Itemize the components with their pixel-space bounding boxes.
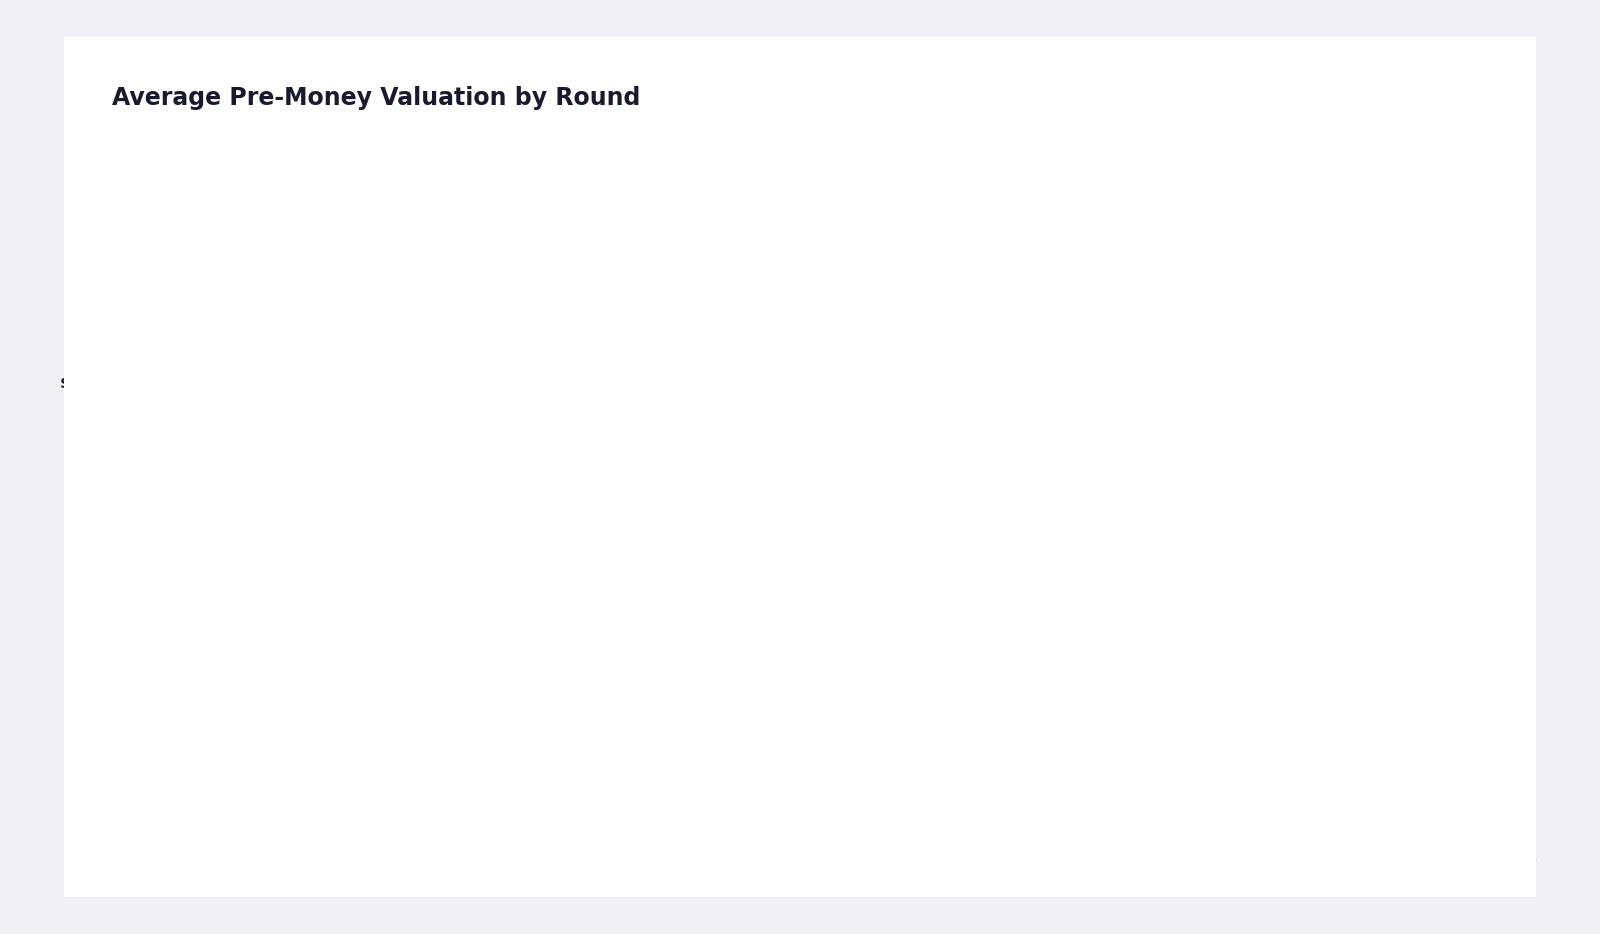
- Bar: [627, 491, 670, 934]
- Bar: [579, 543, 622, 934]
- Bar: [1456, 260, 1499, 934]
- Bar: [165, 657, 208, 934]
- Bar: [1314, 249, 1355, 934]
- Bar: [899, 415, 941, 934]
- Bar: [994, 370, 1037, 934]
- Bar: [213, 701, 256, 934]
- Bar: [1266, 236, 1309, 934]
- Bar: [1360, 245, 1403, 934]
- Bar: [531, 557, 574, 934]
- Bar: [355, 694, 398, 934]
- Bar: [1042, 377, 1085, 934]
- Bar: [1090, 406, 1133, 934]
- Bar: [309, 632, 350, 934]
- Bar: [675, 511, 718, 934]
- Text: Average Pre-Money Valuation by Round: Average Pre-Money Valuation by Round: [112, 86, 640, 110]
- Bar: [261, 673, 304, 934]
- Bar: [1408, 213, 1451, 934]
- Bar: [946, 368, 989, 934]
- Bar: [723, 533, 765, 934]
